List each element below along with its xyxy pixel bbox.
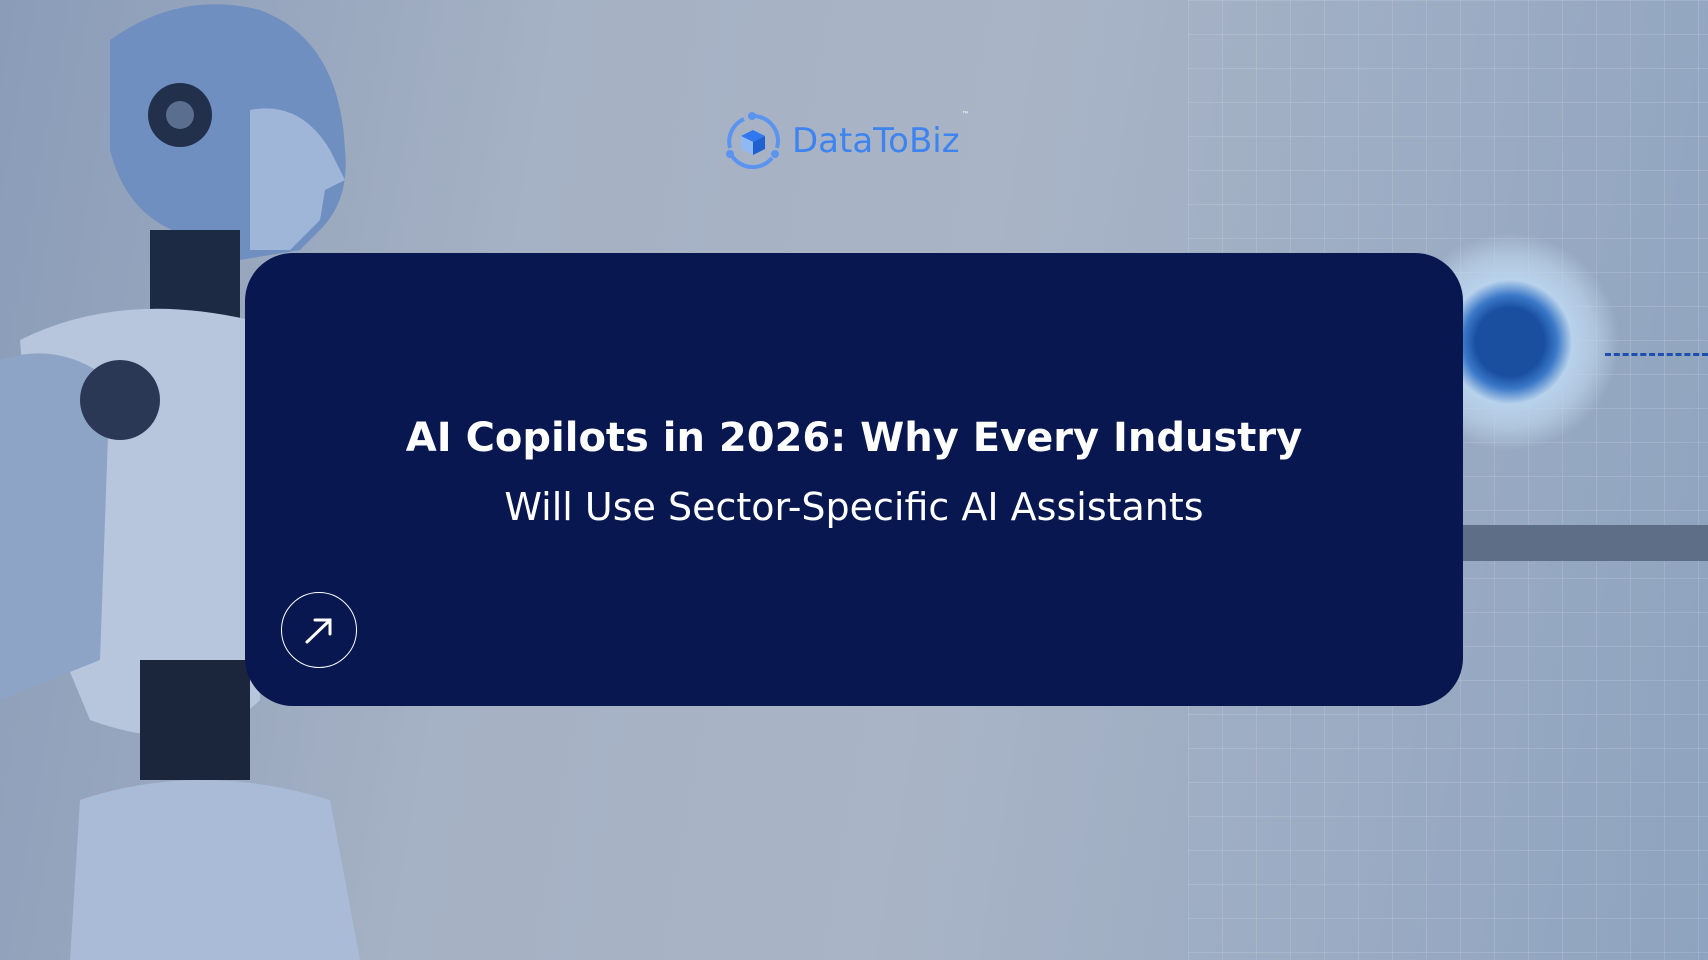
logo-text: DataToBiz bbox=[792, 121, 960, 161]
dashed-line-decoration bbox=[1605, 353, 1708, 356]
trademark-symbol: ™ bbox=[961, 110, 970, 119]
robot-illustration bbox=[0, 4, 360, 960]
headline-title: AI Copilots in 2026: Why Every Industry bbox=[405, 415, 1303, 461]
headline-card: AI Copilots in 2026: Why Every Industry … bbox=[245, 253, 1463, 706]
shelf-decoration bbox=[1440, 525, 1708, 561]
arrow-up-right-icon bbox=[305, 618, 332, 644]
datatobiz-logo: DataToBiz ™ bbox=[722, 110, 970, 172]
headline-subtitle: Will Use Sector-Specific AI Assistants bbox=[504, 485, 1204, 529]
open-article-button[interactable] bbox=[281, 592, 357, 668]
logo-cube-icon bbox=[726, 112, 780, 170]
